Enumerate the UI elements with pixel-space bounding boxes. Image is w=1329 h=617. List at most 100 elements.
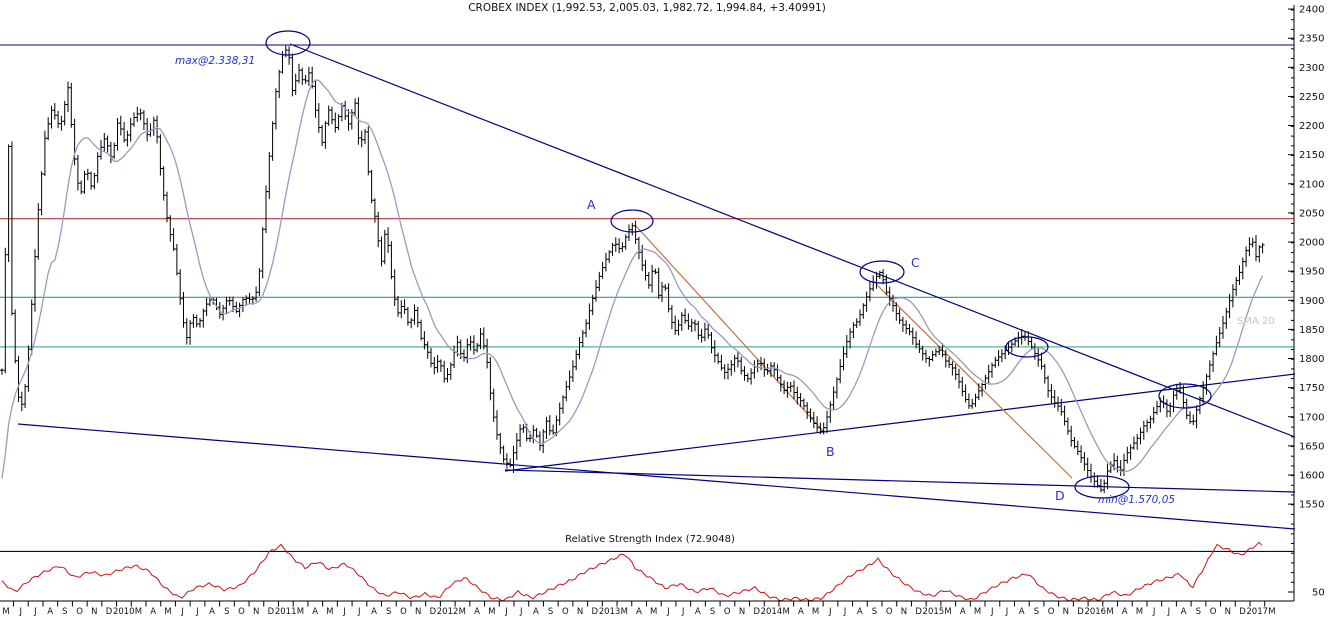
x-axis-tick-label: A xyxy=(1019,607,1025,617)
x-axis-tick-label: O xyxy=(400,607,407,617)
y-axis-tick-label: 2150 xyxy=(1299,150,1324,161)
x-axis-tick-label: J xyxy=(18,607,22,617)
y-axis-tick-label: 2350 xyxy=(1299,34,1324,45)
x-axis-tick-label: D xyxy=(1239,607,1246,617)
x-axis-tick-label: M xyxy=(135,607,142,617)
x-axis-tick-label: A xyxy=(1122,607,1128,617)
x-axis-tick-label: A xyxy=(371,607,377,617)
x-axis-tick-label: S xyxy=(548,607,553,617)
x-axis-tick-label: M xyxy=(621,607,628,617)
x-axis-tick-label: D xyxy=(592,607,599,617)
highlight-ellipse xyxy=(1158,383,1212,409)
x-axis-tick-label: O xyxy=(238,607,245,617)
x-axis-tick-label: O xyxy=(562,607,569,617)
price-bars xyxy=(0,45,1265,494)
x-axis-tick-label: M xyxy=(488,607,495,617)
x-axis-tick-label: A xyxy=(960,607,966,617)
x-axis-tick-label: A xyxy=(312,607,318,617)
x-axis-tick-label: A xyxy=(474,607,480,617)
y-axis-tick-label: 1850 xyxy=(1299,325,1324,336)
highlight-ellipse xyxy=(1005,336,1049,358)
x-axis-tick-label: J xyxy=(666,607,670,617)
highlight-ellipse xyxy=(1074,475,1130,499)
x-axis-tick-label: S xyxy=(872,607,877,617)
y-axis-tick-label: 2050 xyxy=(1299,208,1324,219)
rsi-line xyxy=(1,541,1263,602)
x-axis-tick-label: J xyxy=(990,607,994,617)
x-axis-tick-label: J xyxy=(195,607,199,617)
y-axis-tick-label: 1800 xyxy=(1299,354,1324,365)
x-axis-tick-label: J xyxy=(519,607,523,617)
x-axis-tick-label: J xyxy=(1005,607,1009,617)
trendline xyxy=(875,283,1073,479)
x-axis-tick-label: S xyxy=(224,607,229,617)
x-axis-tick-label: D xyxy=(106,607,113,617)
x-axis-tick-label: J xyxy=(33,607,37,617)
x-axis-tick-label: M xyxy=(1106,607,1113,617)
y-axis-tick-label: 2000 xyxy=(1299,238,1324,249)
x-axis-tick-label: D xyxy=(268,607,275,617)
y-axis-tick-label: 1750 xyxy=(1299,383,1324,394)
y-axis-tick-label: 1550 xyxy=(1299,500,1324,511)
x-axis-tick-label: A xyxy=(857,607,863,617)
y-axis-tick-label: 2400 xyxy=(1299,5,1324,16)
x-axis-tick-label: M xyxy=(459,607,466,617)
x-axis-tick-label: A xyxy=(209,607,215,617)
x-axis-tick-label: 2011 xyxy=(275,607,297,617)
x-axis-tick-label: O xyxy=(1048,607,1055,617)
x-axis-tick-label: A xyxy=(798,607,804,617)
highlight-ellipse xyxy=(265,30,311,56)
trendline xyxy=(635,225,825,433)
x-axis-tick-label: J xyxy=(843,607,847,617)
x-axis-tick-label: N xyxy=(253,607,259,617)
x-axis-tick-label: J xyxy=(504,607,508,617)
x-axis-tick-label: M xyxy=(2,607,9,617)
y-axis-tick-label: 1950 xyxy=(1299,267,1324,278)
x-axis-tick-label: N xyxy=(1225,607,1231,617)
x-axis-tick-label: A xyxy=(1181,607,1187,617)
x-axis-tick-label: O xyxy=(724,607,731,617)
x-axis-tick-label: M xyxy=(1136,607,1143,617)
x-axis-tick-label: A xyxy=(695,607,701,617)
x-axis-tick-label: D xyxy=(1077,607,1084,617)
x-axis-tick-label: O xyxy=(76,607,83,617)
trendline xyxy=(17,423,1296,530)
y-axis-tick-label: 1600 xyxy=(1299,470,1324,481)
x-axis-tick-label: J xyxy=(180,607,184,617)
y-axis-tick-label: 1700 xyxy=(1299,412,1324,423)
y-axis-tick-label: 2300 xyxy=(1299,63,1324,74)
x-axis-tick-label: M xyxy=(974,607,981,617)
x-axis-tick-label: N xyxy=(901,607,907,617)
y-axis-tick-label: 2200 xyxy=(1299,121,1324,132)
x-axis-tick-label: M xyxy=(944,607,951,617)
x-axis-tick-label: N xyxy=(739,607,745,617)
x-axis-tick-label: S xyxy=(710,607,715,617)
trendline xyxy=(504,373,1296,472)
x-axis-tick-label: 2016 xyxy=(1084,607,1106,617)
x-axis-tick-label: J xyxy=(1167,607,1171,617)
x-axis-tick-label: 2012 xyxy=(437,607,459,617)
x-axis-tick-label: J xyxy=(1152,607,1156,617)
y-axis-tick-label: 2250 xyxy=(1299,92,1324,103)
y-axis-tick-label: 1900 xyxy=(1299,296,1324,307)
highlight-ellipse xyxy=(610,209,654,233)
x-axis-tick-label: M xyxy=(1268,607,1275,617)
x-axis-tick-label: N xyxy=(91,607,97,617)
x-axis-tick-label: N xyxy=(1063,607,1069,617)
x-axis-tick-label: M xyxy=(164,607,171,617)
x-axis-tick-label: A xyxy=(636,607,642,617)
sma-20-line xyxy=(1,79,1264,479)
x-axis-tick-label: J xyxy=(342,607,346,617)
x-axis-tick-label: D xyxy=(430,607,437,617)
x-axis-tick-label: J xyxy=(828,607,832,617)
x-axis-tick-label: S xyxy=(62,607,67,617)
x-axis-tick-label: M xyxy=(812,607,819,617)
x-axis-tick-label: D xyxy=(753,607,760,617)
x-axis-tick-label: N xyxy=(577,607,583,617)
rsi-tick-label: 50 xyxy=(1312,588,1325,599)
x-axis-tick-label: O xyxy=(1210,607,1217,617)
trendline xyxy=(504,469,1296,493)
x-axis-tick-label: S xyxy=(386,607,391,617)
